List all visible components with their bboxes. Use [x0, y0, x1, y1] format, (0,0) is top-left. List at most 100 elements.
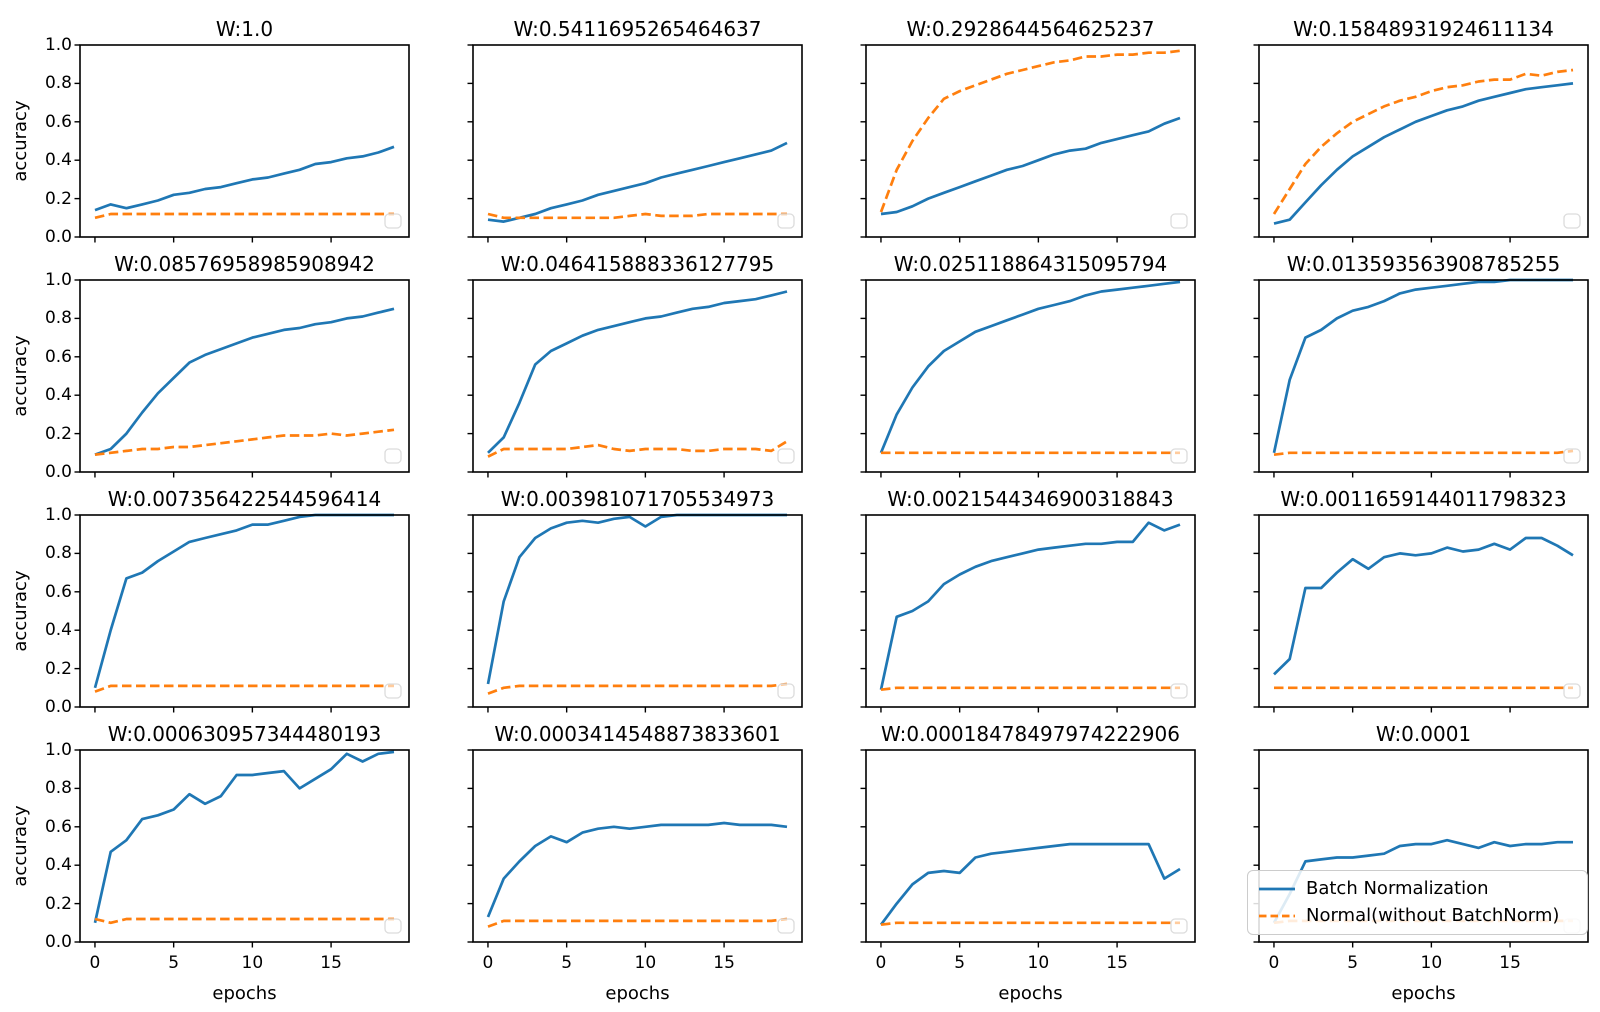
axes-spines	[472, 749, 803, 943]
subplot-title: W:0.00018478497974222906	[881, 722, 1180, 746]
y-tick-label: 0.0	[44, 697, 72, 717]
subplot-axes	[467, 279, 803, 478]
y-tick-label: 0.6	[44, 816, 72, 837]
subplot-title: W:0.007356422544596414	[107, 487, 382, 511]
x-tick-label: 5	[1347, 953, 1359, 973]
empty-legend-box	[1170, 213, 1188, 229]
batchnorm-line	[1272, 838, 1573, 924]
y-tick-label: 0.4	[44, 385, 72, 406]
normal-line	[879, 49, 1181, 213]
subplot-title: W:0.013593563908785255	[1286, 252, 1561, 276]
y-tick-label: 0.8	[44, 543, 72, 564]
batchnorm-line	[1273, 536, 1574, 676]
axes-spines	[472, 514, 803, 708]
normal-line	[94, 428, 395, 457]
x-tick-label: 5	[561, 953, 573, 973]
subplot-title: W:0.15848931924611134	[1293, 17, 1554, 41]
y-tick-label: 0.4	[44, 855, 72, 876]
axes-spines	[1258, 749, 1589, 943]
y-tick-label: 1.0	[44, 740, 72, 760]
subplot-title: W:0.5411695265464637	[513, 17, 762, 41]
batchnorm-line	[879, 521, 1181, 690]
batchnorm-line	[487, 141, 788, 223]
x-tick-label: 15	[1106, 953, 1128, 973]
x-tick-label: 0	[89, 953, 101, 973]
y-tick-label: 1.0	[44, 270, 72, 290]
subplot-axes	[74, 749, 410, 948]
y-tick-label: 0.4	[44, 620, 72, 641]
subplot-title: W:0.000630957344480193	[107, 722, 382, 746]
empty-legend-box	[777, 448, 795, 464]
legend-label-normal: Normal(without BatchNorm)	[1306, 905, 1560, 926]
y-tick-label: 0.6	[44, 111, 72, 132]
batchnorm-line	[879, 842, 1181, 926]
subplot-title: W:0.2928644564625237	[906, 17, 1155, 41]
subplot-title: W:0.046415888336127795	[500, 252, 775, 276]
y-tick-label: 0.0	[44, 227, 72, 247]
y-axis-label: accuracy	[10, 570, 31, 652]
x-axis-label: epochs	[212, 983, 277, 1004]
y-tick-label: 0.0	[44, 932, 72, 952]
axes-spines	[79, 44, 410, 238]
subplot-title: W:0.0021544346900318843	[887, 487, 1174, 511]
normal-line	[487, 440, 788, 458]
x-tick-label: 0	[875, 953, 887, 973]
empty-legend-box	[384, 448, 402, 464]
subplot-axes	[1253, 278, 1589, 478]
batchnorm-line	[1272, 278, 1573, 454]
y-tick-label: 1.0	[44, 505, 72, 525]
axes-spines	[865, 44, 1196, 238]
x-axis-label: epochs	[998, 983, 1063, 1004]
empty-legend-box	[1170, 448, 1188, 464]
subplot-title: W:0.08576958985908942	[114, 252, 375, 276]
y-axis-label: accuracy	[10, 335, 31, 417]
subplot-axes	[860, 514, 1196, 713]
batchnorm-line	[487, 290, 788, 454]
batchnorm-line	[93, 513, 394, 689]
y-tick-label: 0.0	[44, 462, 72, 482]
axes-spines	[79, 514, 410, 708]
y-axis-label: accuracy	[10, 100, 31, 182]
y-axis-label: accuracy	[10, 805, 31, 887]
x-tick-label: 10	[1420, 953, 1443, 973]
subplot-axes	[74, 513, 410, 713]
axes-spines	[865, 749, 1196, 943]
subplot-axes	[467, 44, 803, 243]
empty-legend-box	[1563, 683, 1581, 699]
x-tick-label: 10	[1027, 953, 1050, 973]
y-tick-label: 0.2	[44, 188, 72, 209]
legend-line-sample-dashed	[1259, 914, 1295, 918]
normal-line	[94, 212, 394, 220]
subplot-axes	[860, 749, 1196, 948]
legend-entry-normal: Normal(without BatchNorm)	[1258, 906, 1577, 926]
empty-legend-box	[384, 918, 402, 934]
subplot-axes	[467, 749, 803, 948]
y-tick-label: 0.2	[44, 423, 72, 444]
subplot-axes	[1253, 44, 1589, 243]
batchnorm-line	[1273, 82, 1574, 225]
axes-spines	[79, 749, 410, 943]
subplot-title: W:0.003981071705534973	[500, 487, 775, 511]
batchnorm-line	[486, 821, 788, 918]
normal-line	[1273, 449, 1574, 457]
subplot-title: W:0.0003414548873833601	[494, 722, 781, 746]
normal-line	[487, 917, 788, 928]
x-tick-label: 0	[1268, 953, 1280, 973]
batchnorm-line	[94, 307, 395, 456]
subplot-title: W:0.025118864315095794	[893, 252, 1168, 276]
empty-legend-box	[384, 683, 402, 699]
empty-legend-box	[1170, 918, 1188, 934]
normal-line	[94, 917, 394, 925]
axes-spines	[472, 44, 803, 238]
normal-line	[487, 682, 788, 695]
axes-spines	[865, 514, 1196, 708]
normal-line	[880, 921, 1180, 927]
x-tick-label: 0	[482, 953, 494, 973]
axes-spines	[865, 279, 1196, 473]
legend-entry-batchnorm: Batch Normalization	[1258, 879, 1577, 899]
legend-line-sample-solid	[1259, 887, 1295, 891]
empty-legend-box	[1170, 683, 1188, 699]
subplot-axes	[467, 513, 803, 713]
